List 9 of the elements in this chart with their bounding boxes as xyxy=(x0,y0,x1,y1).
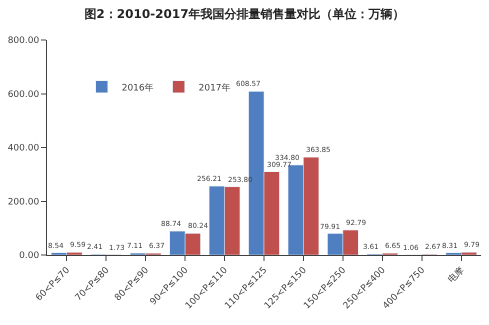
y-tick-label: 600.00 xyxy=(8,90,40,100)
y-tick-label: 0.00 xyxy=(19,251,40,262)
legend-label: 2017年 xyxy=(198,82,231,94)
y-tick-label: 200.00 xyxy=(8,197,40,208)
y-tick-label: 400.00 xyxy=(8,144,40,154)
legend-label: 2016年 xyxy=(122,82,154,94)
x-tick-label: 电摩 xyxy=(446,264,467,286)
chart-title: 图2：2010-2017年我国分排量销售量对比（单位：万辆） xyxy=(84,7,405,22)
y-tick-label: 800.00 xyxy=(8,36,40,46)
